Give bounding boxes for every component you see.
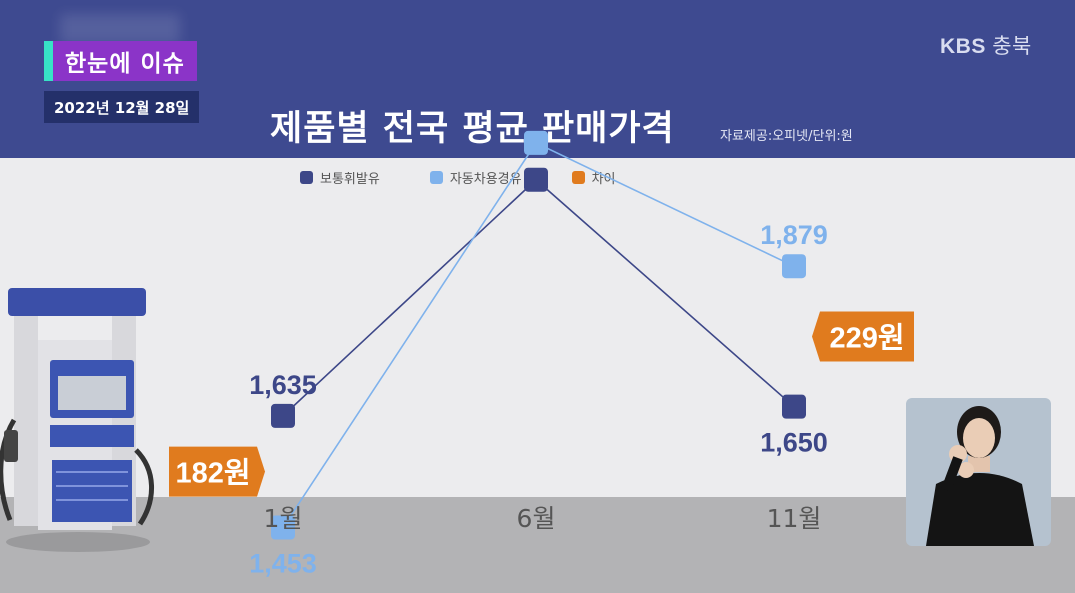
chart-floor	[0, 497, 1075, 593]
chart-legend: 보통휘발유 자동차용경유 차이	[300, 168, 616, 187]
point-diesel-0	[271, 515, 295, 540]
series-line-gasoline	[282, 178, 795, 417]
difference-callout-0	[169, 446, 265, 497]
x-tick-label-1: 6월	[517, 504, 556, 533]
value-label-gasoline-0: 1,635	[249, 370, 317, 400]
point-diesel-1	[524, 130, 548, 155]
difference-label-1: 229원	[829, 321, 904, 354]
legend-swatch-gasoline	[300, 171, 313, 184]
point-diesel-2	[782, 254, 806, 279]
logo-region: 충북	[992, 35, 1032, 58]
series-line-diesel	[282, 141, 795, 528]
point-gasoline-1	[524, 167, 548, 192]
interpreter-figure-icon	[926, 406, 1034, 546]
x-tick-label-2: 11월	[767, 504, 822, 533]
sign-language-interpreter-inset	[906, 398, 1051, 546]
issue-badge: 한눈에 이슈	[44, 41, 197, 81]
legend-item-difference: 차이	[571, 168, 616, 187]
point-gasoline-0	[271, 403, 295, 428]
difference-label-0: 182원	[175, 457, 250, 490]
chart-source: 자료제공:오피넷/단위:원	[720, 129, 853, 144]
broadcaster-logo: KBS 충북	[940, 30, 1032, 60]
blurred-watermark	[60, 14, 180, 44]
point-gasoline-2	[782, 394, 806, 419]
legend-item-gasoline: 보통휘발유	[300, 168, 380, 187]
legend-label-diesel: 자동차용경유	[449, 172, 522, 187]
value-label-diesel-2: 1,879	[760, 220, 828, 250]
legend-label-difference: 차이	[591, 172, 616, 187]
legend-label-gasoline: 보통휘발유	[320, 172, 380, 187]
logo-brand: KBS	[940, 35, 986, 58]
difference-callout-1	[812, 311, 914, 362]
issue-badge-label: 한눈에 이슈	[53, 41, 197, 81]
legend-item-diesel: 자동차용경유	[429, 168, 522, 187]
badge-accent-bar	[44, 41, 53, 81]
legend-swatch-difference	[571, 171, 585, 184]
broadcast-date: 2022년 12월 28일	[44, 91, 200, 123]
chart-title: 제품별 전국 평균 판매가격	[270, 109, 675, 149]
legend-swatch-diesel	[429, 171, 443, 184]
fuel-pump-icon	[0, 288, 154, 552]
value-label-gasoline-2: 1,650	[760, 428, 828, 458]
x-tick-label-0: 1월	[264, 504, 303, 533]
value-label-diesel-0: 1,453	[249, 548, 317, 578]
